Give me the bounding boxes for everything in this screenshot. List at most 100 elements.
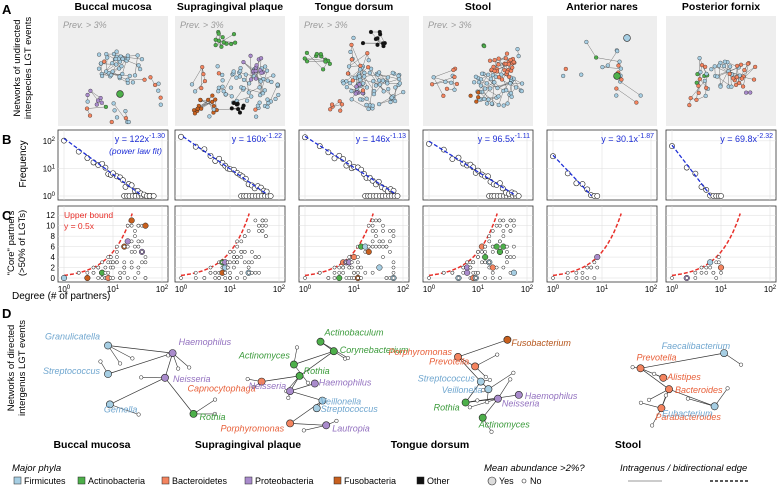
- d-edge: [193, 399, 216, 415]
- network-node: [349, 57, 354, 62]
- d-node-small: [118, 361, 123, 366]
- network-node: [262, 88, 267, 93]
- network-node: [561, 73, 566, 79]
- legend-phyla-title: Major phyla: [12, 463, 61, 474]
- network-node: [614, 93, 619, 98]
- d-node-small: [725, 386, 730, 391]
- network-node: [216, 85, 221, 90]
- d-node-small: [630, 365, 635, 370]
- c-point: [456, 276, 461, 280]
- network-node: [257, 85, 262, 90]
- tick-exp: 1: [116, 285, 120, 291]
- c-point: [128, 217, 135, 224]
- network-node: [234, 75, 239, 80]
- prevalence-label: Prev. > 3%: [304, 20, 348, 30]
- c-point: [487, 260, 492, 265]
- b-fit-line: [182, 136, 267, 195]
- network-node: [386, 86, 391, 92]
- network-node-large: [623, 34, 631, 42]
- network-node: [349, 42, 354, 47]
- c-point: [496, 248, 503, 255]
- site-title: Tongue dorsum: [315, 1, 394, 13]
- power-law-note: (power law fit): [109, 146, 162, 156]
- c-point: [594, 254, 601, 261]
- network-node: [96, 66, 102, 71]
- c-xtick-label: 102: [273, 285, 286, 294]
- network-node: [110, 69, 115, 74]
- d-node: [471, 362, 479, 371]
- b-point: [394, 193, 401, 199]
- tick-base: 10: [156, 285, 165, 294]
- d-node-label: Streptococcus: [418, 374, 476, 384]
- network-node: [344, 85, 349, 90]
- network-edge: [364, 76, 375, 92]
- c-point: [232, 255, 236, 259]
- network-edge: [513, 78, 521, 91]
- network-edge: [351, 44, 361, 66]
- network-node: [452, 74, 457, 80]
- tick-base: 10: [423, 285, 432, 294]
- c-point: [377, 244, 382, 249]
- network-node: [697, 56, 702, 61]
- c-point: [498, 223, 502, 228]
- network-node: [132, 73, 138, 78]
- network-node: [264, 68, 270, 73]
- network-node: [213, 43, 218, 48]
- c-point: [129, 223, 134, 228]
- c-point: [471, 260, 476, 265]
- c-point: [708, 265, 712, 270]
- network-node: [210, 93, 215, 98]
- c-point: [381, 239, 385, 244]
- c-point: [349, 260, 354, 265]
- network-node: [94, 102, 99, 107]
- d-node-label: Streptococcus: [43, 366, 101, 376]
- d-node: [329, 347, 338, 356]
- network-node: [451, 67, 456, 73]
- network-node: [99, 100, 104, 105]
- c-point: [136, 244, 141, 249]
- c-point: [441, 270, 446, 275]
- network-node: [505, 101, 510, 106]
- d-node-small: [738, 362, 744, 367]
- c-point: [374, 244, 378, 249]
- network-node: [372, 88, 377, 94]
- c-point: [356, 265, 360, 270]
- c-point: [239, 239, 244, 244]
- network-edge: [201, 95, 213, 109]
- c-point: [143, 255, 148, 259]
- network-node: [337, 99, 342, 104]
- network-node: [234, 102, 239, 107]
- tick-base: 10: [715, 285, 724, 294]
- c-point: [213, 276, 218, 280]
- d-node-small: [650, 423, 655, 428]
- c-point: [391, 234, 396, 239]
- network-node: [492, 80, 497, 85]
- network-node: [139, 57, 145, 62]
- d-node: [316, 337, 325, 346]
- network-node: [366, 58, 371, 63]
- network-node: [215, 64, 220, 69]
- network-node: [88, 88, 93, 93]
- tick-exp: 0: [184, 285, 188, 291]
- d-node: [484, 385, 493, 394]
- network-node: [605, 63, 610, 68]
- c-point: [336, 274, 343, 282]
- network-node: [211, 107, 216, 112]
- network-node: [314, 51, 319, 57]
- c-point: [232, 249, 236, 254]
- network-edge: [433, 69, 454, 78]
- d-edge: [640, 352, 725, 369]
- c-point: [493, 243, 500, 250]
- d-node: [318, 396, 327, 405]
- c-point: [143, 276, 148, 280]
- network-node: [397, 81, 402, 86]
- network-node: [111, 101, 116, 106]
- c-point: [699, 270, 704, 275]
- network-node: [245, 98, 250, 103]
- c-point: [711, 270, 716, 275]
- panel-a: Buccal mucosa Prev. > 3% Supragingival pla…: [58, 1, 776, 126]
- network-edge: [690, 80, 705, 99]
- c-point: [381, 255, 385, 259]
- network-node: [515, 47, 520, 52]
